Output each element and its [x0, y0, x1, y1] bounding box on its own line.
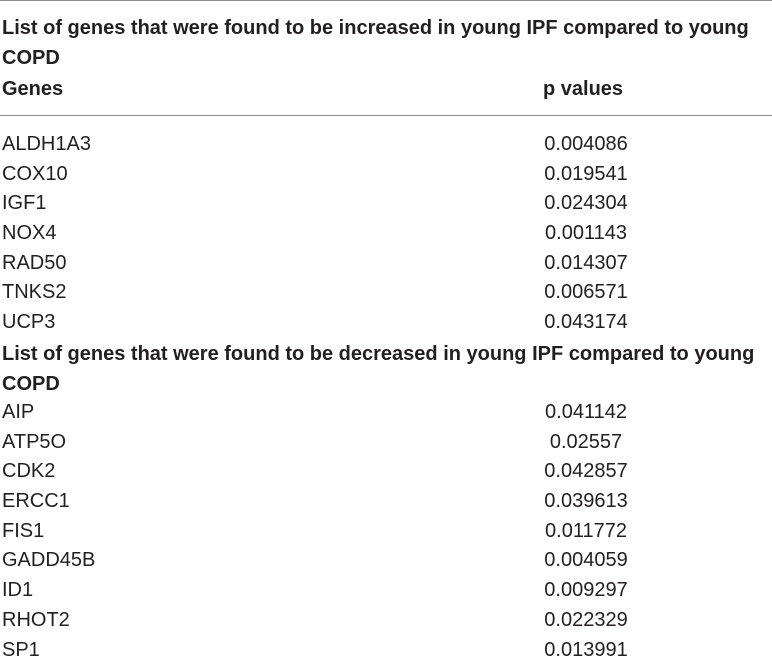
column-header-p-values: p values — [543, 74, 623, 104]
p-value: 0.009297 — [500, 576, 672, 606]
gene-name: SP1 — [2, 636, 40, 665]
gene-name: FIS1 — [2, 517, 44, 547]
p-value: 0.024304 — [500, 189, 672, 219]
table-row: ATP5O 0.02557 — [0, 428, 772, 458]
p-value: 0.004086 — [500, 130, 672, 160]
p-value: 0.041142 — [500, 398, 672, 428]
table-row: FIS1 0.011772 — [0, 517, 772, 547]
table-row: NOX4 0.001143 — [0, 219, 772, 249]
gene-name: COX10 — [2, 160, 68, 190]
gene-name: CDK2 — [2, 457, 55, 487]
table-row: IGF1 0.024304 — [0, 189, 772, 219]
table-row: RAD50 0.014307 — [0, 249, 772, 279]
p-value: 0.02557 — [500, 428, 672, 458]
gene-name: GADD45B — [2, 546, 95, 576]
table-row: ERCC1 0.039613 — [0, 487, 772, 517]
gene-name: ERCC1 — [2, 487, 70, 517]
p-value: 0.004059 — [500, 546, 672, 576]
gene-name: ALDH1A3 — [2, 130, 91, 160]
section-title-increased: List of genes that were found to be incr… — [2, 13, 767, 73]
p-value: 0.042857 — [500, 457, 672, 487]
gene-name: ATP5O — [2, 428, 66, 458]
p-value: 0.043174 — [500, 308, 672, 338]
column-header-genes: Genes — [2, 74, 63, 104]
table-row: CDK2 0.042857 — [0, 457, 772, 487]
table-row: RHOT2 0.022329 — [0, 606, 772, 636]
table-row: ID1 0.009297 — [0, 576, 772, 606]
table-row: TNKS2 0.006571 — [0, 278, 772, 308]
table-row: COX10 0.019541 — [0, 160, 772, 190]
table-row: UCP3 0.043174 — [0, 308, 772, 338]
gene-name: AIP — [2, 398, 34, 428]
gene-name: NOX4 — [2, 219, 56, 249]
p-value: 0.013991 — [500, 636, 672, 665]
table-row: GADD45B 0.004059 — [0, 546, 772, 576]
p-value: 0.039613 — [500, 487, 672, 517]
gene-name: RHOT2 — [2, 606, 70, 636]
header-rule — [0, 115, 772, 116]
gene-name: RAD50 — [2, 249, 66, 279]
table-row: ALDH1A3 0.004086 — [0, 130, 772, 160]
p-value: 0.001143 — [500, 219, 672, 249]
p-value: 0.006571 — [500, 278, 672, 308]
gene-name: TNKS2 — [2, 278, 66, 308]
section-title-decreased: List of genes that were found to be decr… — [2, 339, 767, 399]
table-row: AIP 0.041142 — [0, 398, 772, 428]
table-row: SP1 0.013991 — [0, 636, 772, 665]
gene-name: UCP3 — [2, 308, 55, 338]
table-top-rule — [0, 0, 772, 1]
p-value: 0.014307 — [500, 249, 672, 279]
gene-name: IGF1 — [2, 189, 46, 219]
decreased-genes-list: AIP 0.041142 ATP5O 0.02557 CDK2 0.042857… — [0, 398, 772, 665]
gene-name: ID1 — [2, 576, 33, 606]
p-value: 0.019541 — [500, 160, 672, 190]
p-value: 0.011772 — [500, 517, 672, 547]
increased-genes-list: ALDH1A3 0.004086 COX10 0.019541 IGF1 0.0… — [0, 130, 772, 338]
p-value: 0.022329 — [500, 606, 672, 636]
